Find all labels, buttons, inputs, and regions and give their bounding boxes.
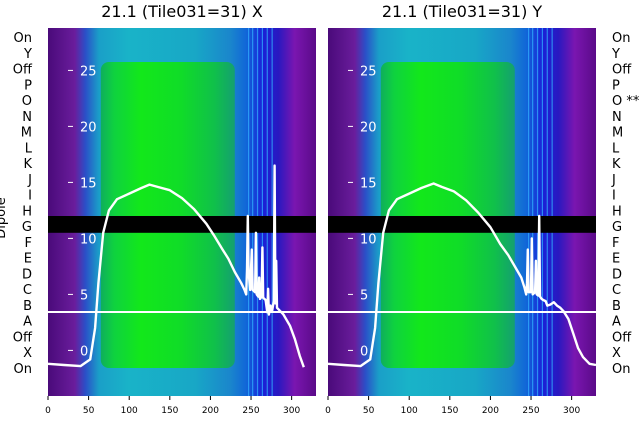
dipole-label: B: [23, 299, 32, 314]
dipole-label: C: [612, 283, 621, 298]
dipole-label: A: [612, 315, 621, 330]
dipole-label: Off: [13, 63, 33, 78]
overlay-ytick-label: 10: [80, 232, 97, 247]
overlay-ytick-label: 5: [360, 288, 368, 303]
overlay-ytick-label: 5: [80, 288, 88, 303]
overlay-ytick-label: 20: [80, 120, 97, 135]
overlay-ytick-label: 10: [360, 232, 377, 247]
dipole-label: L: [612, 141, 620, 156]
dipole-label: On: [14, 31, 32, 46]
dipole-label: F: [612, 236, 619, 251]
dipole-label: G: [612, 220, 622, 235]
dipole-label: D: [612, 267, 622, 282]
dipole-label: Off: [612, 63, 632, 78]
dipole-label: J: [27, 173, 32, 188]
dipole-label: K: [612, 157, 621, 172]
dark-band: [328, 216, 596, 233]
dipole-label: On: [612, 31, 630, 46]
chart-title: 21.1 (Tile031=31) X: [101, 2, 263, 21]
overlay-ytick-label: 20: [360, 120, 377, 135]
dipole-label: Y: [23, 47, 32, 62]
xtick-label: 250: [522, 406, 539, 416]
xtick-label: 0: [325, 406, 331, 416]
y-axis-label: Dipole: [0, 197, 9, 238]
dipole-label: J: [611, 173, 616, 188]
xtick-label: 300: [283, 406, 300, 416]
heatmap-bright-band: [380, 62, 515, 368]
overlay-ytick-label: 0: [360, 344, 368, 359]
xtick-label: 150: [161, 406, 178, 416]
xtick-label: 50: [83, 406, 95, 416]
dipole-label: C: [23, 283, 32, 298]
xtick-label: 0: [45, 406, 51, 416]
xtick-label: 100: [121, 406, 138, 416]
dipole-label: N: [22, 110, 32, 125]
dipole-label: I: [612, 189, 616, 204]
xtick-label: 250: [242, 406, 259, 416]
dipole-label: E: [612, 252, 620, 267]
dipole-label: On: [612, 362, 630, 377]
overlay-ytick-label: 25: [80, 64, 97, 79]
dipole-label: M: [612, 126, 623, 141]
dipole-label: Y: [611, 47, 620, 62]
dipole-label: N: [612, 110, 622, 125]
dipole-label: H: [22, 204, 32, 219]
heatmap-bright-band: [100, 62, 235, 368]
xtick-label: 200: [482, 406, 499, 416]
dipole-label: P: [612, 78, 620, 93]
overlay-ytick-label: 0: [80, 344, 88, 359]
dipole-label: E: [24, 252, 32, 267]
dipole-label: D: [22, 267, 32, 282]
dipole-label: O **: [612, 94, 640, 109]
chart-title: 21.1 (Tile031=31) Y: [382, 2, 543, 21]
xtick-label: 200: [202, 406, 219, 416]
dipole-label: L: [25, 141, 33, 156]
dipole-label: K: [23, 157, 32, 172]
spectrum-line: [327, 182, 597, 368]
dipole-label: B: [612, 299, 621, 314]
dipole-label: P: [24, 78, 32, 93]
dipole-label: F: [25, 236, 32, 251]
xtick-label: 100: [401, 406, 418, 416]
dipole-label: Off: [612, 330, 632, 345]
xtick-label: 50: [363, 406, 375, 416]
spectrum-line: [47, 164, 305, 368]
dipole-label: A: [23, 315, 32, 330]
dipole-label: O: [22, 94, 32, 109]
overlay-ytick-label: 25: [360, 64, 377, 79]
xtick-label: 150: [441, 406, 458, 416]
dipole-label: X: [612, 346, 621, 361]
dipole-label: G: [22, 220, 32, 235]
dipole-label: On: [14, 362, 32, 377]
dipole-label: X: [23, 346, 32, 361]
dipole-label: H: [612, 204, 622, 219]
dipole-label: I: [28, 189, 32, 204]
overlay-ytick-label: 15: [360, 176, 377, 191]
overlay-ytick-label: 15: [80, 176, 97, 191]
xtick-label: 300: [563, 406, 580, 416]
dipole-label: M: [21, 126, 32, 141]
dipole-label: Off: [13, 330, 33, 345]
